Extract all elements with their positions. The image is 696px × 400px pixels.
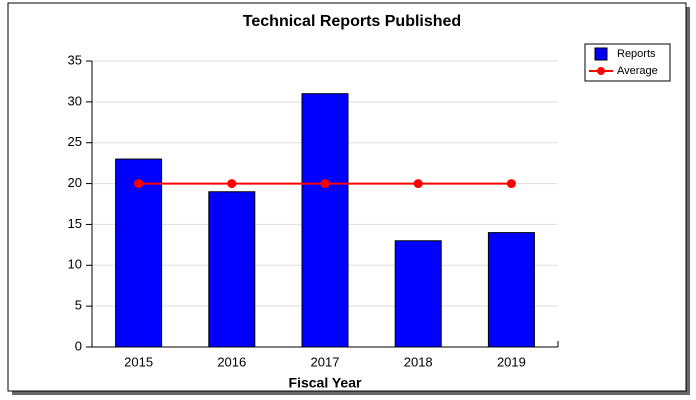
average-marker bbox=[506, 179, 516, 189]
bar bbox=[301, 93, 349, 348]
average-marker bbox=[320, 179, 330, 189]
bar bbox=[115, 158, 163, 348]
y-tick-label: 35 bbox=[68, 52, 82, 67]
average-marker bbox=[227, 179, 237, 189]
legend-label: Average bbox=[617, 65, 658, 77]
x-tick-label: 2017 bbox=[311, 354, 340, 369]
bar bbox=[487, 232, 535, 348]
y-tick-label: 20 bbox=[68, 175, 82, 190]
y-tick-label: 10 bbox=[68, 257, 82, 272]
y-tick-label: 15 bbox=[68, 216, 82, 231]
legend-marker bbox=[597, 67, 605, 75]
average-marker bbox=[134, 179, 144, 189]
x-tick-label: 2015 bbox=[124, 354, 153, 369]
average-marker bbox=[413, 179, 423, 189]
y-tick-label: 25 bbox=[68, 134, 82, 149]
legend-swatch bbox=[594, 47, 608, 61]
chart-title: Technical Reports Published bbox=[243, 13, 461, 30]
legend-box bbox=[584, 43, 671, 82]
bar bbox=[208, 191, 256, 348]
y-tick-label: 30 bbox=[68, 93, 82, 108]
x-tick-label: 2016 bbox=[217, 354, 246, 369]
legend-label: Reports bbox=[617, 48, 656, 60]
y-tick-label: 0 bbox=[75, 338, 82, 353]
x-axis-label: Fiscal Year bbox=[289, 375, 362, 391]
bar bbox=[394, 240, 442, 348]
x-tick-label: 2019 bbox=[497, 354, 526, 369]
y-tick-label: 5 bbox=[75, 298, 82, 313]
x-tick-label: 2018 bbox=[404, 354, 433, 369]
